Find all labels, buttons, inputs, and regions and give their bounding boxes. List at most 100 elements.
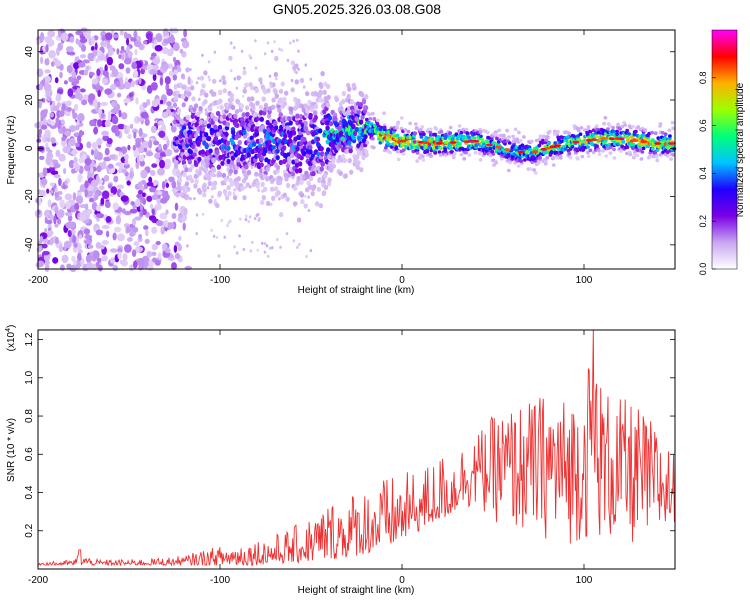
spectrogram-cell bbox=[273, 186, 279, 192]
spectrogram-cell bbox=[338, 170, 343, 176]
spectrogram-cell bbox=[548, 153, 553, 157]
spectrogram-cell bbox=[189, 178, 195, 184]
spectrogram-cell bbox=[216, 164, 222, 170]
spectrogram-cell bbox=[75, 195, 84, 205]
spectrogram-cell bbox=[92, 250, 100, 260]
spectrogram-cell bbox=[157, 120, 165, 126]
spectrogram-cell bbox=[84, 180, 89, 189]
spectrogram-cell bbox=[208, 106, 213, 112]
spectrogram-cell bbox=[123, 163, 130, 169]
spectrogram-cell bbox=[46, 230, 54, 236]
spectrogram-cell bbox=[101, 255, 108, 262]
spectrogram-cell bbox=[65, 200, 71, 210]
spectrogram-cell bbox=[271, 246, 274, 250]
spectrogram-cell bbox=[102, 78, 109, 85]
spectrogram-cell bbox=[364, 152, 369, 158]
spectrogram-cell bbox=[452, 152, 457, 156]
spectrogram-cell bbox=[206, 136, 212, 142]
spectrogram-cell bbox=[135, 140, 141, 148]
spectrogram-cell bbox=[296, 217, 302, 223]
spectrogram-cell bbox=[203, 120, 208, 126]
spectrogram-cell bbox=[57, 30, 62, 38]
spectrogram-cell bbox=[360, 114, 365, 120]
spectrogram-cell bbox=[187, 159, 192, 165]
spectrogram-cell bbox=[174, 241, 180, 247]
spectrogram-cell bbox=[44, 75, 52, 83]
spectrogram-cell bbox=[670, 120, 675, 125]
spectrogram-cell bbox=[37, 145, 45, 152]
spectrogram-cell bbox=[296, 245, 299, 249]
spectrogram-cell bbox=[326, 94, 331, 100]
spectrogram-cell bbox=[358, 119, 364, 125]
spectrogram-cell bbox=[229, 41, 233, 45]
spectrogram-cell bbox=[289, 41, 292, 45]
spectrogram-cell bbox=[118, 109, 122, 118]
spectrogram-cell bbox=[419, 135, 424, 139]
spectrogram-cell bbox=[422, 132, 426, 137]
spectrogram-cell bbox=[278, 47, 281, 51]
spectrogram-cell bbox=[261, 96, 266, 102]
spectrogram-cell bbox=[75, 30, 84, 36]
spectrogram-cell bbox=[134, 48, 138, 56]
spectrogram-cell bbox=[84, 158, 92, 166]
spectrogram-cell bbox=[352, 130, 358, 137]
spectrogram-cell bbox=[464, 150, 468, 155]
spectrogram-cell bbox=[242, 195, 247, 201]
spectrogram-cell bbox=[159, 76, 164, 86]
spectrogram-cell bbox=[601, 128, 606, 133]
spectrogram-cell bbox=[284, 176, 289, 182]
spectrogram-cell bbox=[559, 139, 564, 144]
spectrogram-cell bbox=[519, 159, 524, 163]
spectrogram-cell bbox=[63, 80, 68, 85]
spectrogram-cell bbox=[155, 240, 161, 246]
spectrogram-cell bbox=[251, 240, 254, 244]
spectrogram-cell bbox=[542, 134, 546, 138]
spectrogram-frame bbox=[37, 29, 676, 270]
spectrogram-cell bbox=[161, 111, 169, 119]
spectrogram-cell bbox=[91, 201, 98, 211]
spectrogram-cell bbox=[45, 157, 51, 165]
spectrogram-cell bbox=[297, 49, 300, 53]
spectrogram-cell bbox=[403, 128, 408, 132]
spectrogram-cell bbox=[244, 164, 249, 170]
spectrogram-cell bbox=[295, 146, 300, 152]
spectrogram-cell bbox=[274, 93, 279, 99]
spectrogram-cell bbox=[193, 183, 198, 189]
spectrogram-cell bbox=[401, 152, 406, 156]
spectrogram-cell bbox=[96, 213, 102, 218]
spectrogram-cell bbox=[244, 105, 250, 111]
spectrogram-cell bbox=[190, 85, 195, 91]
spectrogram-cell bbox=[242, 129, 247, 135]
spectrogram-cell bbox=[73, 62, 80, 70]
spectrogram-cell bbox=[253, 112, 258, 118]
spectrogram-cell bbox=[528, 167, 533, 171]
spectrogram-cell bbox=[42, 134, 46, 143]
spectrogram-cell bbox=[84, 188, 88, 198]
spectrogram-cell bbox=[39, 189, 46, 198]
spectrogram-cell bbox=[61, 136, 66, 142]
spectrogram-cell bbox=[104, 88, 113, 95]
spectrogram-cell bbox=[47, 29, 56, 38]
spectrogram-cell bbox=[173, 42, 180, 52]
spectrogram-cell bbox=[504, 148, 512, 152]
spectrogram-cell bbox=[66, 263, 72, 269]
spectrogram-cell bbox=[166, 101, 172, 107]
spectrogram-cell bbox=[309, 249, 313, 253]
spectrogram-cell bbox=[204, 108, 208, 112]
spectrogram-cell bbox=[305, 173, 310, 179]
spectrogram-cell bbox=[257, 188, 261, 192]
spectrogram-cell bbox=[255, 100, 260, 106]
spectrogram-cell bbox=[100, 197, 105, 205]
spectrogram-cell bbox=[433, 132, 437, 137]
spectrogram-cell bbox=[282, 192, 287, 198]
spectrogram-cell bbox=[555, 156, 560, 160]
spectrogram-cell bbox=[105, 230, 110, 238]
spectrogram-cell bbox=[75, 90, 79, 100]
spectrogram-cell bbox=[97, 257, 102, 263]
spectrogram-cell bbox=[45, 44, 49, 53]
spectrogram-cell bbox=[311, 186, 316, 192]
spectrogram-cell bbox=[49, 237, 54, 246]
spectrogram-cell bbox=[73, 242, 78, 248]
spectrogram-cell bbox=[180, 119, 185, 125]
snr-y-tick-label: 0.8 bbox=[24, 409, 35, 423]
